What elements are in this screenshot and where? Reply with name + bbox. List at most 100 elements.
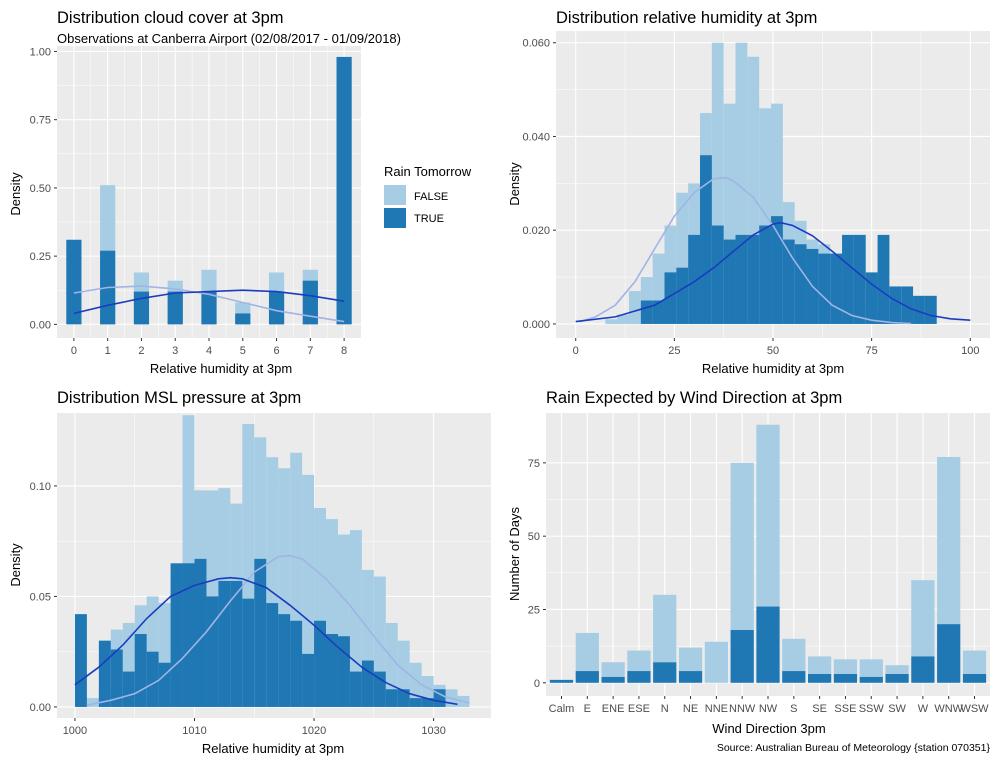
bar-true — [676, 267, 689, 324]
bar-false — [704, 641, 728, 683]
bar-true — [66, 239, 82, 325]
bar-true — [110, 649, 123, 707]
bar-false — [337, 534, 350, 707]
bar-false — [911, 580, 935, 657]
bar-false — [605, 319, 618, 324]
bar-false — [409, 662, 422, 707]
bar-true — [962, 674, 987, 683]
legend-swatch-false — [384, 185, 406, 205]
bar-true — [859, 676, 883, 683]
y-tick-label: 0.05 — [30, 591, 51, 603]
x-tick-label: 25 — [668, 345, 680, 357]
bar-false — [601, 662, 625, 677]
bar-true — [158, 662, 171, 707]
x-tick-label: NNW — [729, 703, 756, 715]
y-axis-label: Density — [8, 172, 23, 216]
y-tick-label: 0.060 — [522, 38, 550, 50]
bar-false — [759, 108, 772, 324]
bar-true — [167, 291, 183, 325]
bar-true — [853, 234, 866, 324]
x-tick-label: 50 — [767, 345, 779, 357]
y-tick-label: 25 — [528, 604, 540, 616]
bar-false — [962, 650, 987, 675]
bar-false — [242, 424, 255, 707]
x-tick-label: 1000 — [63, 725, 87, 737]
bar-false — [885, 665, 909, 675]
bar-true — [122, 671, 135, 707]
bar-true — [194, 558, 207, 707]
y-tick-label: 0.10 — [30, 481, 51, 493]
plot-area-wind: Calm E ENE ESE N NE NNE NNW NW S SE SSE SSW SW W WNWWSW… — [528, 413, 990, 715]
bar-false — [385, 622, 398, 707]
bar-true — [433, 689, 446, 707]
x-tick-label: ENE — [602, 703, 625, 715]
bar-true — [759, 225, 772, 324]
bar-true — [361, 660, 374, 707]
bar-true — [808, 674, 832, 683]
panel-wind-direction: Rain Expected by Wind Direction at 3pm C… — [507, 389, 990, 754]
x-tick-label: ESE — [628, 703, 650, 715]
bar-true — [254, 558, 267, 707]
y-axis-label: Density — [8, 543, 23, 587]
bar-true — [901, 286, 914, 324]
bar-false — [747, 56, 760, 324]
bar-false — [122, 622, 135, 707]
bar-true — [290, 620, 303, 707]
bar-true — [373, 671, 386, 707]
density-curve-false — [73, 285, 345, 323]
bar-true — [771, 216, 783, 324]
x-axis-label: Relative humidity at 3pm — [202, 741, 344, 756]
y-tick-label: 75 — [528, 458, 540, 470]
bar-true — [266, 603, 279, 707]
x-tick-label: 8 — [341, 345, 347, 357]
bar-true — [314, 620, 327, 707]
legend-label-false: FALSE — [414, 191, 448, 203]
chart-title: Distribution cloud cover at 3pm — [57, 9, 284, 27]
bar-true — [601, 676, 625, 683]
x-tick-label: 1 — [105, 345, 111, 357]
bar-false — [86, 698, 99, 707]
bar-true — [146, 651, 159, 707]
bar-false — [771, 103, 783, 324]
x-tick-label: 1030 — [421, 725, 445, 737]
x-tick-label: 4 — [206, 345, 212, 357]
chart-title: Distribution relative humidity at 3pm — [556, 9, 817, 27]
x-tick-label: 2 — [138, 345, 144, 357]
bar-true — [865, 272, 878, 324]
x-tick-label: SSW — [859, 703, 885, 715]
bar-true — [302, 653, 315, 707]
bar-true — [700, 155, 712, 324]
bar-true — [549, 679, 574, 683]
panel-cloud-cover: Distribution cloud cover at 3pm Observat… — [8, 9, 401, 376]
bar-false — [833, 659, 858, 675]
bar-true — [924, 295, 937, 324]
bar-false — [373, 576, 386, 707]
x-axis-label: Relative humidity at 3pm — [150, 361, 292, 376]
bar-true — [640, 300, 653, 324]
bar-true — [278, 614, 291, 707]
bar-true — [756, 606, 780, 683]
bar-true — [830, 253, 843, 324]
bar-true — [230, 580, 243, 707]
legend-swatch-true — [384, 208, 406, 228]
x-tick-label: 100 — [961, 345, 979, 357]
panel-relative-humidity: Distribution relative humidity at 3pm 0.… — [507, 9, 990, 376]
bar-false — [617, 314, 629, 324]
bar-true — [268, 291, 285, 325]
bar-false — [627, 650, 651, 672]
bar-true — [889, 286, 902, 324]
x-tick-label: E — [584, 703, 591, 715]
density-curve-false — [579, 176, 912, 325]
bar-true — [326, 634, 338, 707]
bar-false — [326, 519, 338, 707]
x-tick-label: SW — [888, 703, 906, 715]
bar-true — [242, 598, 255, 707]
density-curve-true — [74, 576, 458, 706]
bar-true — [170, 563, 183, 707]
bar-false — [314, 508, 327, 707]
bar-true — [913, 295, 925, 324]
bar-false — [349, 530, 362, 707]
y-tick-label: 0.040 — [522, 131, 550, 143]
x-tick-label: S — [790, 703, 797, 715]
y-tick-label: 0.00 — [30, 702, 51, 714]
